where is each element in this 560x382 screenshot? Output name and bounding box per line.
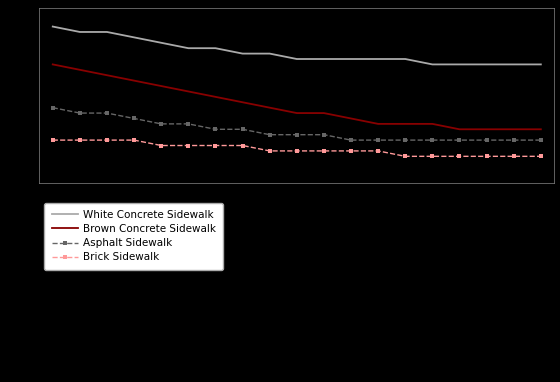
Brown Concrete Sidewalk bbox=[104, 73, 110, 78]
Asphalt Sidewalk bbox=[429, 138, 436, 142]
Brown Concrete Sidewalk bbox=[456, 127, 463, 131]
Brown Concrete Sidewalk bbox=[212, 95, 219, 99]
White Concrete Sidewalk bbox=[267, 51, 273, 56]
Asphalt Sidewalk bbox=[402, 138, 409, 142]
White Concrete Sidewalk bbox=[402, 57, 409, 61]
Brown Concrete Sidewalk bbox=[130, 78, 137, 83]
Asphalt Sidewalk bbox=[267, 133, 273, 137]
Brown Concrete Sidewalk bbox=[293, 111, 300, 115]
Brown Concrete Sidewalk bbox=[429, 121, 436, 126]
White Concrete Sidewalk bbox=[185, 46, 192, 50]
Line: White Concrete Sidewalk: White Concrete Sidewalk bbox=[53, 27, 541, 65]
Asphalt Sidewalk bbox=[348, 138, 354, 142]
White Concrete Sidewalk bbox=[77, 30, 83, 34]
Brown Concrete Sidewalk bbox=[267, 105, 273, 110]
Asphalt Sidewalk bbox=[538, 138, 544, 142]
Brown Concrete Sidewalk bbox=[538, 127, 544, 131]
Brick Sidewalk bbox=[77, 138, 83, 142]
Brick Sidewalk bbox=[538, 154, 544, 159]
Asphalt Sidewalk bbox=[375, 138, 381, 142]
Asphalt Sidewalk bbox=[185, 121, 192, 126]
Asphalt Sidewalk bbox=[510, 138, 517, 142]
Brown Concrete Sidewalk bbox=[348, 116, 354, 121]
Brown Concrete Sidewalk bbox=[402, 121, 409, 126]
Brown Concrete Sidewalk bbox=[375, 121, 381, 126]
Brown Concrete Sidewalk bbox=[49, 62, 56, 67]
White Concrete Sidewalk bbox=[239, 51, 246, 56]
White Concrete Sidewalk bbox=[348, 57, 354, 61]
Brick Sidewalk bbox=[348, 149, 354, 153]
Asphalt Sidewalk bbox=[130, 116, 137, 121]
Asphalt Sidewalk bbox=[320, 133, 327, 137]
Brick Sidewalk bbox=[130, 138, 137, 142]
Brown Concrete Sidewalk bbox=[158, 84, 165, 88]
Asphalt Sidewalk bbox=[483, 138, 490, 142]
White Concrete Sidewalk bbox=[212, 46, 219, 50]
White Concrete Sidewalk bbox=[293, 57, 300, 61]
Asphalt Sidewalk bbox=[104, 111, 110, 115]
White Concrete Sidewalk bbox=[320, 57, 327, 61]
Asphalt Sidewalk bbox=[158, 121, 165, 126]
Brick Sidewalk bbox=[293, 149, 300, 153]
White Concrete Sidewalk bbox=[456, 62, 463, 67]
White Concrete Sidewalk bbox=[538, 62, 544, 67]
Asphalt Sidewalk bbox=[293, 133, 300, 137]
White Concrete Sidewalk bbox=[130, 35, 137, 40]
White Concrete Sidewalk bbox=[375, 57, 381, 61]
Asphalt Sidewalk bbox=[49, 105, 56, 110]
Brick Sidewalk bbox=[320, 149, 327, 153]
Brown Concrete Sidewalk bbox=[510, 127, 517, 131]
Brick Sidewalk bbox=[239, 143, 246, 148]
Brown Concrete Sidewalk bbox=[185, 89, 192, 94]
Brick Sidewalk bbox=[510, 154, 517, 159]
White Concrete Sidewalk bbox=[510, 62, 517, 67]
Brick Sidewalk bbox=[267, 149, 273, 153]
Legend: White Concrete Sidewalk, Brown Concrete Sidewalk, Asphalt Sidewalk, Brick Sidewa: White Concrete Sidewalk, Brown Concrete … bbox=[44, 202, 223, 270]
Brick Sidewalk bbox=[158, 143, 165, 148]
White Concrete Sidewalk bbox=[49, 24, 56, 29]
Brick Sidewalk bbox=[456, 154, 463, 159]
White Concrete Sidewalk bbox=[158, 40, 165, 45]
Brick Sidewalk bbox=[49, 138, 56, 142]
Brown Concrete Sidewalk bbox=[77, 68, 83, 72]
Asphalt Sidewalk bbox=[239, 127, 246, 131]
Brick Sidewalk bbox=[104, 138, 110, 142]
White Concrete Sidewalk bbox=[104, 30, 110, 34]
Line: Asphalt Sidewalk: Asphalt Sidewalk bbox=[50, 105, 543, 142]
Line: Brown Concrete Sidewalk: Brown Concrete Sidewalk bbox=[53, 65, 541, 129]
Brown Concrete Sidewalk bbox=[483, 127, 490, 131]
Brick Sidewalk bbox=[429, 154, 436, 159]
Brown Concrete Sidewalk bbox=[320, 111, 327, 115]
Line: Brick Sidewalk: Brick Sidewalk bbox=[50, 138, 543, 159]
Brown Concrete Sidewalk bbox=[239, 100, 246, 105]
Brick Sidewalk bbox=[212, 143, 219, 148]
Asphalt Sidewalk bbox=[212, 127, 219, 131]
Brick Sidewalk bbox=[375, 149, 381, 153]
Asphalt Sidewalk bbox=[77, 111, 83, 115]
White Concrete Sidewalk bbox=[429, 62, 436, 67]
White Concrete Sidewalk bbox=[483, 62, 490, 67]
Brick Sidewalk bbox=[185, 143, 192, 148]
Brick Sidewalk bbox=[483, 154, 490, 159]
Asphalt Sidewalk bbox=[456, 138, 463, 142]
Brick Sidewalk bbox=[402, 154, 409, 159]
